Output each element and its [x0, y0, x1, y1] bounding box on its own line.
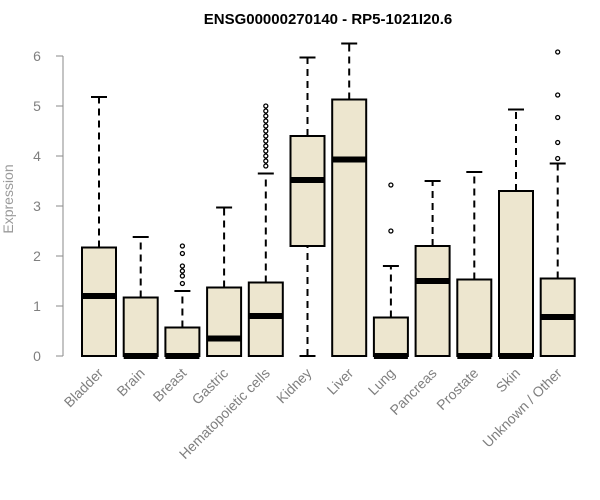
outlier-point: [263, 148, 269, 154]
x-tick-label: Liver: [324, 365, 357, 398]
box-iqr: [164, 326, 201, 357]
y-tick-label: 6: [33, 48, 41, 64]
y-tick-label: 0: [33, 348, 41, 364]
box-iqr: [122, 296, 159, 357]
outlier-point: [263, 143, 269, 149]
outlier-point: [263, 133, 269, 139]
box-pancreas: [414, 180, 451, 357]
box-gastric: [206, 206, 243, 357]
y-tick-label: 2: [33, 248, 41, 264]
box-brain: [122, 236, 159, 359]
x-tick-label: Unknown / Other: [479, 365, 565, 451]
outlier-point: [179, 273, 186, 279]
box-skin: [498, 108, 534, 359]
outlier-point: [555, 139, 561, 146]
y-tick-label: 5: [33, 98, 41, 114]
x-tick-label: Brain: [113, 365, 147, 399]
box-liver: [331, 42, 368, 357]
outlier-point: [263, 138, 269, 144]
outlier-point: [555, 49, 561, 55]
box-unknown-other: [539, 49, 576, 357]
outlier-point: [555, 114, 561, 121]
chart-title: ENSG00000270140 - RP5-1021I20.6: [204, 11, 453, 28]
outlier-point: [263, 163, 269, 169]
box-iqr: [372, 316, 409, 357]
x-tick-label: Prostate: [433, 365, 481, 413]
outlier-point: [263, 153, 269, 159]
outlier-point: [263, 113, 269, 119]
outlier-point: [555, 155, 561, 162]
x-tick-label: Breast: [150, 365, 190, 405]
box-iqr: [247, 281, 284, 357]
x-tick-label: Lung: [365, 365, 398, 398]
y-tick-label: 3: [33, 198, 41, 214]
y-axis-label: Expression: [0, 164, 16, 233]
x-tick-label: Bladder: [61, 365, 107, 411]
box-lung: [372, 182, 409, 359]
box-prostate: [456, 171, 493, 359]
box-iqr: [331, 98, 368, 357]
outlier-point: [179, 243, 186, 249]
box-iqr: [414, 245, 451, 357]
outlier-point: [263, 103, 269, 109]
box-iqr: [206, 286, 243, 357]
box-iqr: [81, 246, 117, 357]
outlier-point: [263, 108, 269, 114]
x-tick-label: Skin: [493, 365, 524, 396]
outlier-point: [388, 228, 394, 234]
outlier-point: [179, 268, 186, 274]
outlier-point: [263, 128, 269, 134]
outlier-point: [388, 182, 394, 188]
y-tick-label: 1: [33, 298, 41, 314]
box-iqr: [289, 135, 326, 247]
box-hematopoietic-cells: [247, 103, 284, 357]
box-breast: [164, 243, 201, 359]
outlier-point: [179, 250, 186, 257]
y-axis: 0 1 2 3 4 5 6: [33, 48, 64, 364]
outlier-point: [179, 280, 186, 287]
outlier-point: [179, 263, 186, 269]
y-tick-label: 4: [33, 148, 41, 164]
outlier-point: [263, 158, 269, 164]
outlier-point: [555, 92, 561, 98]
box-bladder: [81, 96, 117, 357]
boxes-group: [81, 42, 576, 359]
box-iqr: [456, 278, 493, 357]
outlier-point: [263, 123, 269, 129]
box-iqr: [498, 190, 534, 357]
outlier-point: [263, 118, 269, 124]
box-kidney: [289, 56, 326, 357]
x-tick-label: Kidney: [273, 365, 315, 407]
